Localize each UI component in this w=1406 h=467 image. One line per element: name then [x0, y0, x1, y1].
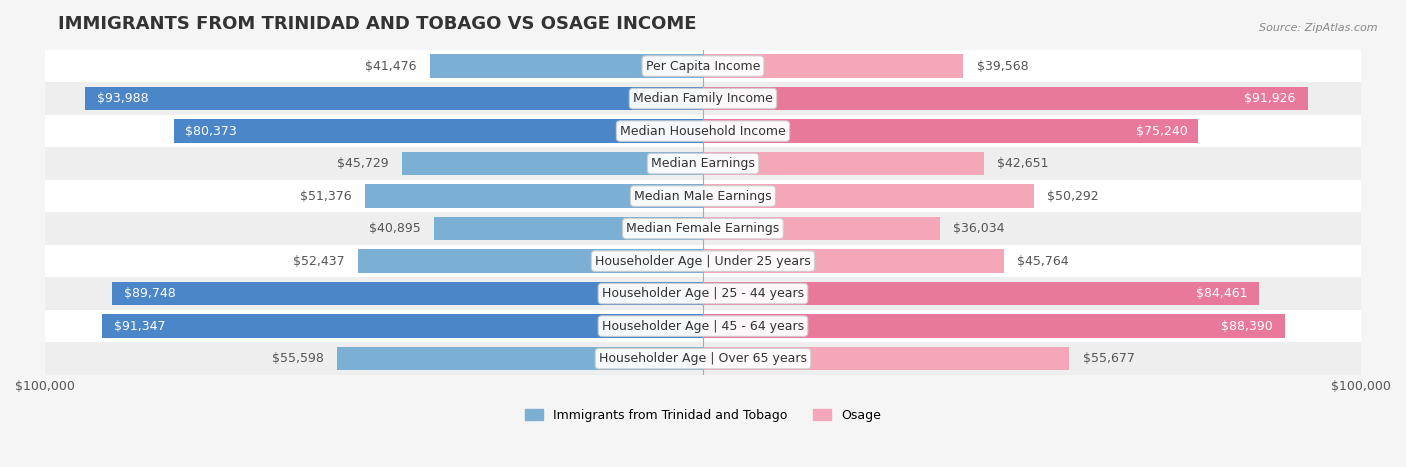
- Bar: [101, 314, 703, 338]
- Bar: [84, 87, 703, 110]
- Text: $75,240: $75,240: [1136, 125, 1188, 138]
- Bar: [45, 277, 1361, 310]
- Bar: [45, 310, 1361, 342]
- Bar: [703, 347, 1070, 370]
- Text: $88,390: $88,390: [1222, 319, 1272, 333]
- Bar: [45, 50, 1361, 82]
- Bar: [112, 282, 703, 305]
- Bar: [45, 82, 1361, 115]
- Bar: [703, 217, 941, 241]
- Text: Householder Age | Under 25 years: Householder Age | Under 25 years: [595, 255, 811, 268]
- Bar: [45, 115, 1361, 147]
- Text: $51,376: $51,376: [299, 190, 352, 203]
- Text: $40,895: $40,895: [368, 222, 420, 235]
- Text: Householder Age | 45 - 64 years: Householder Age | 45 - 64 years: [602, 319, 804, 333]
- Text: Median Female Earnings: Median Female Earnings: [627, 222, 779, 235]
- Text: $80,373: $80,373: [184, 125, 236, 138]
- Bar: [703, 87, 1308, 110]
- Bar: [703, 249, 1004, 273]
- Bar: [45, 147, 1361, 180]
- Text: $93,988: $93,988: [97, 92, 149, 105]
- Bar: [703, 120, 1198, 143]
- Text: Per Capita Income: Per Capita Income: [645, 60, 761, 72]
- Text: IMMIGRANTS FROM TRINIDAD AND TOBAGO VS OSAGE INCOME: IMMIGRANTS FROM TRINIDAD AND TOBAGO VS O…: [58, 15, 696, 33]
- Text: $39,568: $39,568: [977, 60, 1028, 72]
- Bar: [45, 180, 1361, 212]
- Text: Median Family Income: Median Family Income: [633, 92, 773, 105]
- Bar: [434, 217, 703, 241]
- Bar: [703, 314, 1285, 338]
- Text: $89,748: $89,748: [124, 287, 176, 300]
- Text: Median Household Income: Median Household Income: [620, 125, 786, 138]
- Bar: [366, 184, 703, 208]
- Text: Householder Age | Over 65 years: Householder Age | Over 65 years: [599, 352, 807, 365]
- Bar: [703, 282, 1258, 305]
- Bar: [359, 249, 703, 273]
- Bar: [174, 120, 703, 143]
- Text: Median Male Earnings: Median Male Earnings: [634, 190, 772, 203]
- Text: $36,034: $36,034: [953, 222, 1005, 235]
- Bar: [337, 347, 703, 370]
- Bar: [703, 152, 984, 175]
- Legend: Immigrants from Trinidad and Tobago, Osage: Immigrants from Trinidad and Tobago, Osa…: [520, 404, 886, 427]
- Bar: [45, 245, 1361, 277]
- Text: $42,651: $42,651: [997, 157, 1049, 170]
- Text: $91,926: $91,926: [1244, 92, 1296, 105]
- Text: Householder Age | 25 - 44 years: Householder Age | 25 - 44 years: [602, 287, 804, 300]
- Text: Median Earnings: Median Earnings: [651, 157, 755, 170]
- Text: $45,729: $45,729: [337, 157, 389, 170]
- Text: $45,764: $45,764: [1018, 255, 1069, 268]
- Bar: [402, 152, 703, 175]
- Bar: [703, 184, 1033, 208]
- Bar: [45, 342, 1361, 375]
- Text: $41,476: $41,476: [366, 60, 418, 72]
- Text: Source: ZipAtlas.com: Source: ZipAtlas.com: [1260, 23, 1378, 33]
- Text: $91,347: $91,347: [114, 319, 166, 333]
- Text: $55,598: $55,598: [273, 352, 323, 365]
- Text: $50,292: $50,292: [1047, 190, 1098, 203]
- Bar: [430, 54, 703, 78]
- Text: $55,677: $55,677: [1083, 352, 1135, 365]
- Bar: [703, 54, 963, 78]
- Text: $52,437: $52,437: [292, 255, 344, 268]
- Text: $84,461: $84,461: [1197, 287, 1247, 300]
- Bar: [45, 212, 1361, 245]
